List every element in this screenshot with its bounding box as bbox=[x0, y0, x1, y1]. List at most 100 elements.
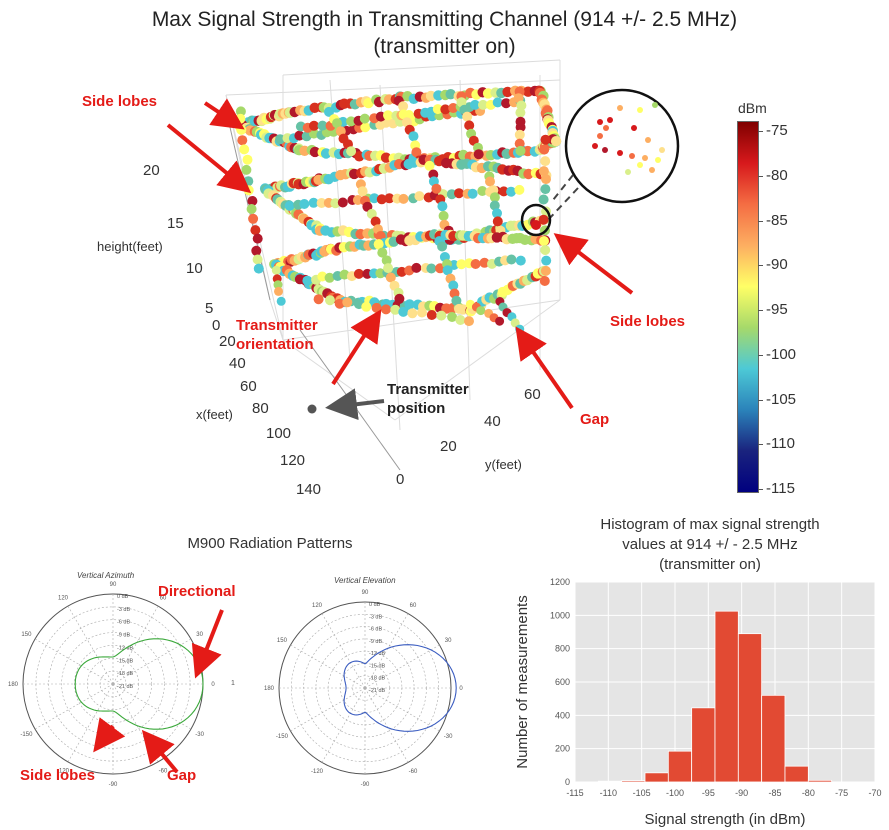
polar-angle-label: -30 bbox=[195, 732, 204, 738]
colorbar-tick-label: -80 bbox=[766, 166, 788, 184]
scatter-3d bbox=[166, 59, 680, 471]
colorbar-tick-label: -90 bbox=[766, 256, 788, 274]
magnifier-point bbox=[617, 105, 623, 111]
data-point bbox=[398, 306, 409, 317]
data-point bbox=[425, 90, 437, 102]
data-point bbox=[538, 214, 549, 225]
data-point bbox=[470, 259, 481, 269]
data-point bbox=[357, 186, 368, 197]
z-tick-5: 5 bbox=[205, 300, 214, 317]
data-point bbox=[252, 254, 263, 265]
z-tick-15: 15 bbox=[167, 215, 184, 232]
histogram-y-axis-label: Number of measurements bbox=[514, 595, 531, 768]
histogram-x-tick-label: -115 bbox=[566, 788, 583, 798]
polar-angle-label: -60 bbox=[159, 769, 168, 775]
annotation-arrow bbox=[331, 309, 382, 386]
histogram-x-tick-label: -85 bbox=[768, 788, 781, 798]
z-tick-20: 20 bbox=[143, 162, 160, 179]
data-point bbox=[404, 299, 415, 310]
y-tick-0: 0 bbox=[396, 471, 405, 488]
data-point bbox=[394, 293, 405, 304]
data-point bbox=[506, 254, 517, 265]
data-point bbox=[411, 147, 422, 158]
polar-charts: 90 60 30 0 -30 -60 -90 -120 -150 180 150 120 0 dB -3 … bbox=[8, 582, 463, 788]
annotation-arrow bbox=[553, 233, 634, 295]
data-point bbox=[478, 99, 488, 110]
data-point bbox=[431, 183, 442, 194]
polar-angle-label: -120 bbox=[57, 769, 70, 775]
data-point bbox=[353, 268, 364, 279]
polar-angle-label: 90 bbox=[110, 582, 117, 588]
transmitter-position-dot bbox=[307, 404, 317, 414]
histogram-y-tick-label: 0 bbox=[565, 777, 570, 787]
data-point bbox=[540, 265, 551, 276]
polar-angle-label: -150 bbox=[276, 734, 289, 740]
data-point bbox=[426, 310, 437, 320]
polar-azimuth: 90 60 30 0 -30 -60 -90 -120 -150 180 150 120 0 dB -3 … bbox=[8, 582, 215, 788]
polar-spoke bbox=[34, 638, 114, 685]
magnifier-point bbox=[645, 137, 651, 143]
data-point bbox=[540, 184, 551, 195]
data-point bbox=[539, 236, 549, 246]
data-point bbox=[515, 255, 526, 266]
scatter-3d-points bbox=[234, 85, 562, 334]
data-point bbox=[273, 280, 283, 290]
data-point bbox=[502, 86, 513, 98]
data-point bbox=[464, 120, 475, 131]
polar-angle-label: 30 bbox=[196, 632, 203, 638]
data-point bbox=[398, 193, 409, 204]
colorbar-tick-mark bbox=[758, 310, 763, 311]
data-point bbox=[248, 213, 259, 224]
histogram-bar bbox=[737, 633, 763, 783]
polar-ring-label: 0 dB bbox=[369, 602, 381, 608]
polar-ring-label: -21 dB bbox=[369, 688, 386, 694]
polar-ring-label: -9 dB bbox=[369, 639, 382, 645]
data-point bbox=[363, 97, 374, 109]
x-tick-140: 140 bbox=[296, 481, 322, 498]
magnifier-point bbox=[617, 150, 623, 156]
data-point bbox=[373, 239, 384, 250]
grid-line bbox=[269, 299, 284, 341]
magnifier-dash-1 bbox=[552, 174, 574, 201]
magnifier-point bbox=[637, 162, 643, 168]
polar-ring-label: -3 dB bbox=[117, 607, 130, 613]
data-point bbox=[302, 275, 313, 286]
data-point bbox=[360, 122, 371, 133]
data-point bbox=[407, 308, 418, 319]
elevation-title: Vertical Elevation bbox=[334, 576, 396, 585]
polar-ring-label: -15 dB bbox=[369, 663, 386, 669]
label-side-lobes-polar: Side lobes bbox=[20, 767, 96, 784]
magnifier-point bbox=[602, 147, 608, 153]
polar-arrows bbox=[93, 609, 224, 774]
polar-angle-label: 0 bbox=[459, 686, 463, 692]
histogram-title-line-1: Histogram of max signal strength bbox=[600, 516, 820, 533]
histogram-y-tick-label: 400 bbox=[555, 710, 570, 720]
polar-spoke bbox=[321, 613, 366, 689]
histogram-x-tick-label: -80 bbox=[802, 788, 815, 798]
magnifier-point bbox=[642, 155, 648, 161]
data-point bbox=[514, 138, 525, 149]
magnifier bbox=[520, 88, 680, 237]
polar-ring-label: -6 dB bbox=[369, 627, 382, 633]
data-point bbox=[414, 191, 425, 202]
data-point bbox=[514, 129, 525, 140]
polar-angle-label: -120 bbox=[311, 769, 324, 775]
histogram-y-tick-label: 800 bbox=[555, 644, 570, 654]
data-point bbox=[424, 160, 435, 171]
histogram-y-tick-label: 1000 bbox=[550, 610, 570, 620]
data-point bbox=[448, 280, 459, 291]
data-point bbox=[454, 303, 464, 314]
polar-angle-label: -90 bbox=[109, 782, 118, 788]
polar-spoke bbox=[112, 683, 192, 730]
polar-angle-label: 60 bbox=[410, 603, 417, 609]
polar-angle-label: 90 bbox=[362, 590, 369, 596]
data-point bbox=[515, 122, 526, 133]
data-point bbox=[432, 104, 443, 115]
label-side-lobes-top: Side lobes bbox=[82, 93, 158, 110]
title-line-2: (transmitter on) bbox=[373, 35, 516, 58]
colorbar-tick-mark bbox=[758, 220, 763, 222]
data-point bbox=[492, 208, 502, 219]
y-tick-20: 20 bbox=[440, 438, 457, 455]
magnifier-point bbox=[597, 119, 603, 125]
label-gap-3d: Gap bbox=[580, 411, 610, 428]
